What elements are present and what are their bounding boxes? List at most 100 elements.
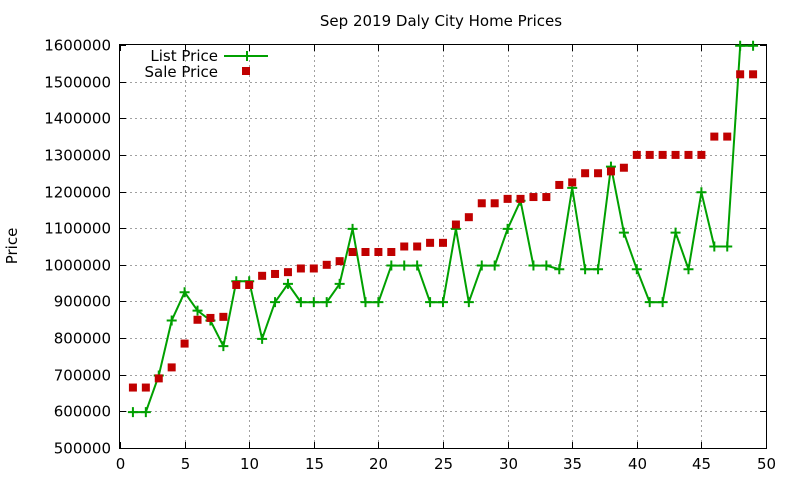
sale-price-point	[516, 194, 525, 203]
y-tick-label: 1200000	[44, 184, 111, 202]
list-price-point	[502, 223, 513, 234]
sale-price-point	[581, 169, 590, 178]
x-tick-label: 30	[499, 455, 518, 473]
legend-label-sale-price: Sale Price	[145, 63, 218, 81]
list-price-point	[412, 260, 423, 271]
sale-price-point	[232, 280, 241, 289]
sale-price-point	[710, 132, 719, 141]
sale-price-point	[400, 242, 409, 251]
list-price-point	[709, 241, 720, 252]
sale-price-point	[154, 374, 163, 383]
list-price-point	[140, 407, 151, 418]
sale-price-point	[490, 199, 499, 208]
list-price-point	[179, 287, 190, 298]
x-tick-label: 45	[692, 455, 711, 473]
list-price-point	[438, 297, 448, 308]
list-price-point	[580, 264, 591, 275]
sale-price-point	[658, 150, 667, 159]
y-tick-label: 900000	[54, 293, 111, 311]
sale-price-point	[477, 199, 486, 208]
list-price-point	[166, 315, 177, 326]
sale-price-point	[180, 339, 189, 348]
list-price-point	[270, 297, 281, 308]
sale-price-point	[684, 150, 693, 159]
list-price-point	[321, 297, 332, 308]
y-tick-label: 1100000	[44, 220, 111, 238]
sale-price-point	[219, 312, 228, 321]
x-tick-label: 5	[181, 455, 191, 473]
sale-price-point	[749, 70, 758, 79]
sale-price-point	[723, 132, 732, 141]
list-price-point	[696, 187, 707, 198]
sale-price-point	[619, 163, 628, 172]
list-price-point	[554, 264, 565, 275]
list-price-point	[644, 297, 655, 308]
list-price-point	[127, 407, 138, 418]
list-price-point	[425, 297, 436, 308]
x-tick-label: 25	[434, 455, 453, 473]
list-price-point	[308, 297, 319, 308]
sale-price-point	[736, 70, 745, 79]
x-tick-label: 15	[305, 455, 324, 473]
sale-price-point	[555, 180, 564, 189]
sale-price-point	[374, 247, 383, 256]
sale-price-point	[322, 260, 331, 269]
y-tick-label: 1300000	[44, 147, 111, 165]
sale-price-point	[413, 242, 422, 251]
legend-marker-list-price	[242, 51, 252, 61]
sale-price-point	[271, 269, 280, 278]
sale-price-point	[671, 150, 680, 159]
sale-price-point	[594, 169, 603, 178]
y-tick-label: 1400000	[44, 110, 111, 128]
list-price-point	[192, 305, 203, 316]
sale-price-point	[348, 247, 357, 256]
sale-price-point	[426, 238, 435, 247]
list-price-point	[670, 227, 681, 238]
list-price-point	[593, 264, 604, 275]
sale-price-point	[167, 363, 176, 372]
sale-price-point	[632, 150, 641, 159]
y-tick-label: 800000	[54, 330, 111, 348]
sale-price-point	[335, 257, 344, 266]
list-price-point	[399, 260, 410, 271]
sale-price-point	[245, 280, 254, 289]
list-price-point	[347, 223, 358, 234]
sale-price-point	[503, 194, 512, 203]
x-tick-label: 0	[116, 455, 126, 473]
sale-price-point	[296, 264, 305, 273]
y-axis-label: Price	[3, 228, 21, 265]
list-price-point	[282, 278, 293, 289]
y-tick-label: 600000	[54, 403, 111, 421]
x-tick-label: 50	[757, 455, 776, 473]
sale-price-point	[606, 167, 615, 176]
x-tick-label: 10	[240, 455, 259, 473]
list-price-point	[218, 341, 229, 352]
sale-price-point	[309, 264, 318, 273]
list-price-point	[334, 278, 345, 289]
list-price-point	[683, 264, 694, 275]
list-price-point	[257, 333, 268, 344]
y-axis-ticks: 500000 600000 700000 800000 900000 1000000 110…	[44, 37, 766, 458]
list-price-point	[489, 260, 500, 271]
sale-price-point	[283, 268, 292, 277]
sale-price-point	[439, 238, 447, 247]
list-price-point	[657, 297, 668, 308]
sale-price-point	[361, 247, 370, 256]
grid-lines	[120, 45, 766, 448]
x-tick-label: 40	[628, 455, 647, 473]
y-tick-label: 500000	[54, 440, 111, 458]
x-tick-label: 35	[563, 455, 582, 473]
list-price-point	[373, 297, 384, 308]
x-axis-ticks: 0 5 10 15 20 25 30 35 40 45 50	[116, 45, 776, 473]
legend-label-list-price: List Price	[150, 47, 218, 65]
sale-price-point	[451, 220, 460, 229]
legend: List Price Sale Price	[145, 47, 268, 81]
list-price-point	[463, 297, 474, 308]
sale-price-point	[206, 313, 215, 322]
list-price-point	[476, 260, 487, 271]
legend-marker-sale-price	[242, 67, 250, 75]
series-layer	[127, 40, 759, 418]
sale-price-point	[258, 271, 267, 280]
list-price-point	[541, 260, 552, 271]
